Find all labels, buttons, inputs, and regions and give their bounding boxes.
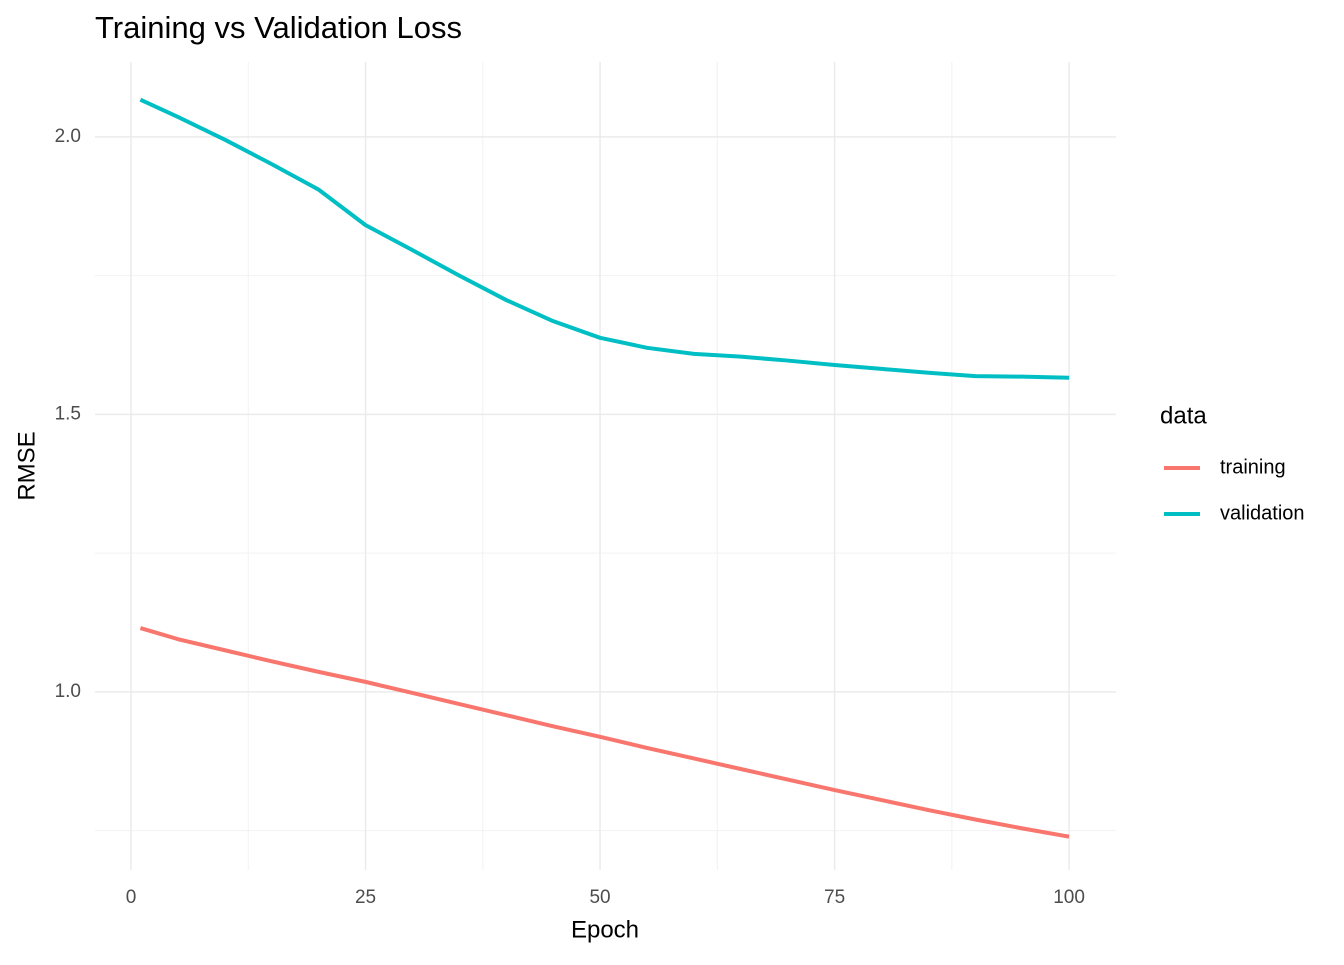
y-tick-label: 2.0 <box>55 126 81 147</box>
data-line <box>139 97 1070 380</box>
x-tick-label: 100 <box>1053 887 1085 908</box>
legend-label: training <box>1220 456 1286 478</box>
data-line <box>139 626 1070 839</box>
chart-title: Training vs Validation Loss <box>95 10 462 45</box>
y-axis-title: RMSE <box>13 431 40 500</box>
y-tick-label: 1.5 <box>55 403 81 424</box>
x-axis-title: Epoch <box>571 916 639 943</box>
x-tick-label: 75 <box>824 887 845 908</box>
y-tick-label: 1.0 <box>55 681 81 702</box>
legend-label: validation <box>1220 502 1305 524</box>
x-tick-label: 25 <box>355 887 376 908</box>
legend-title: data <box>1160 402 1207 429</box>
x-tick-label: 0 <box>126 887 137 908</box>
x-tick-label: 50 <box>589 887 610 908</box>
